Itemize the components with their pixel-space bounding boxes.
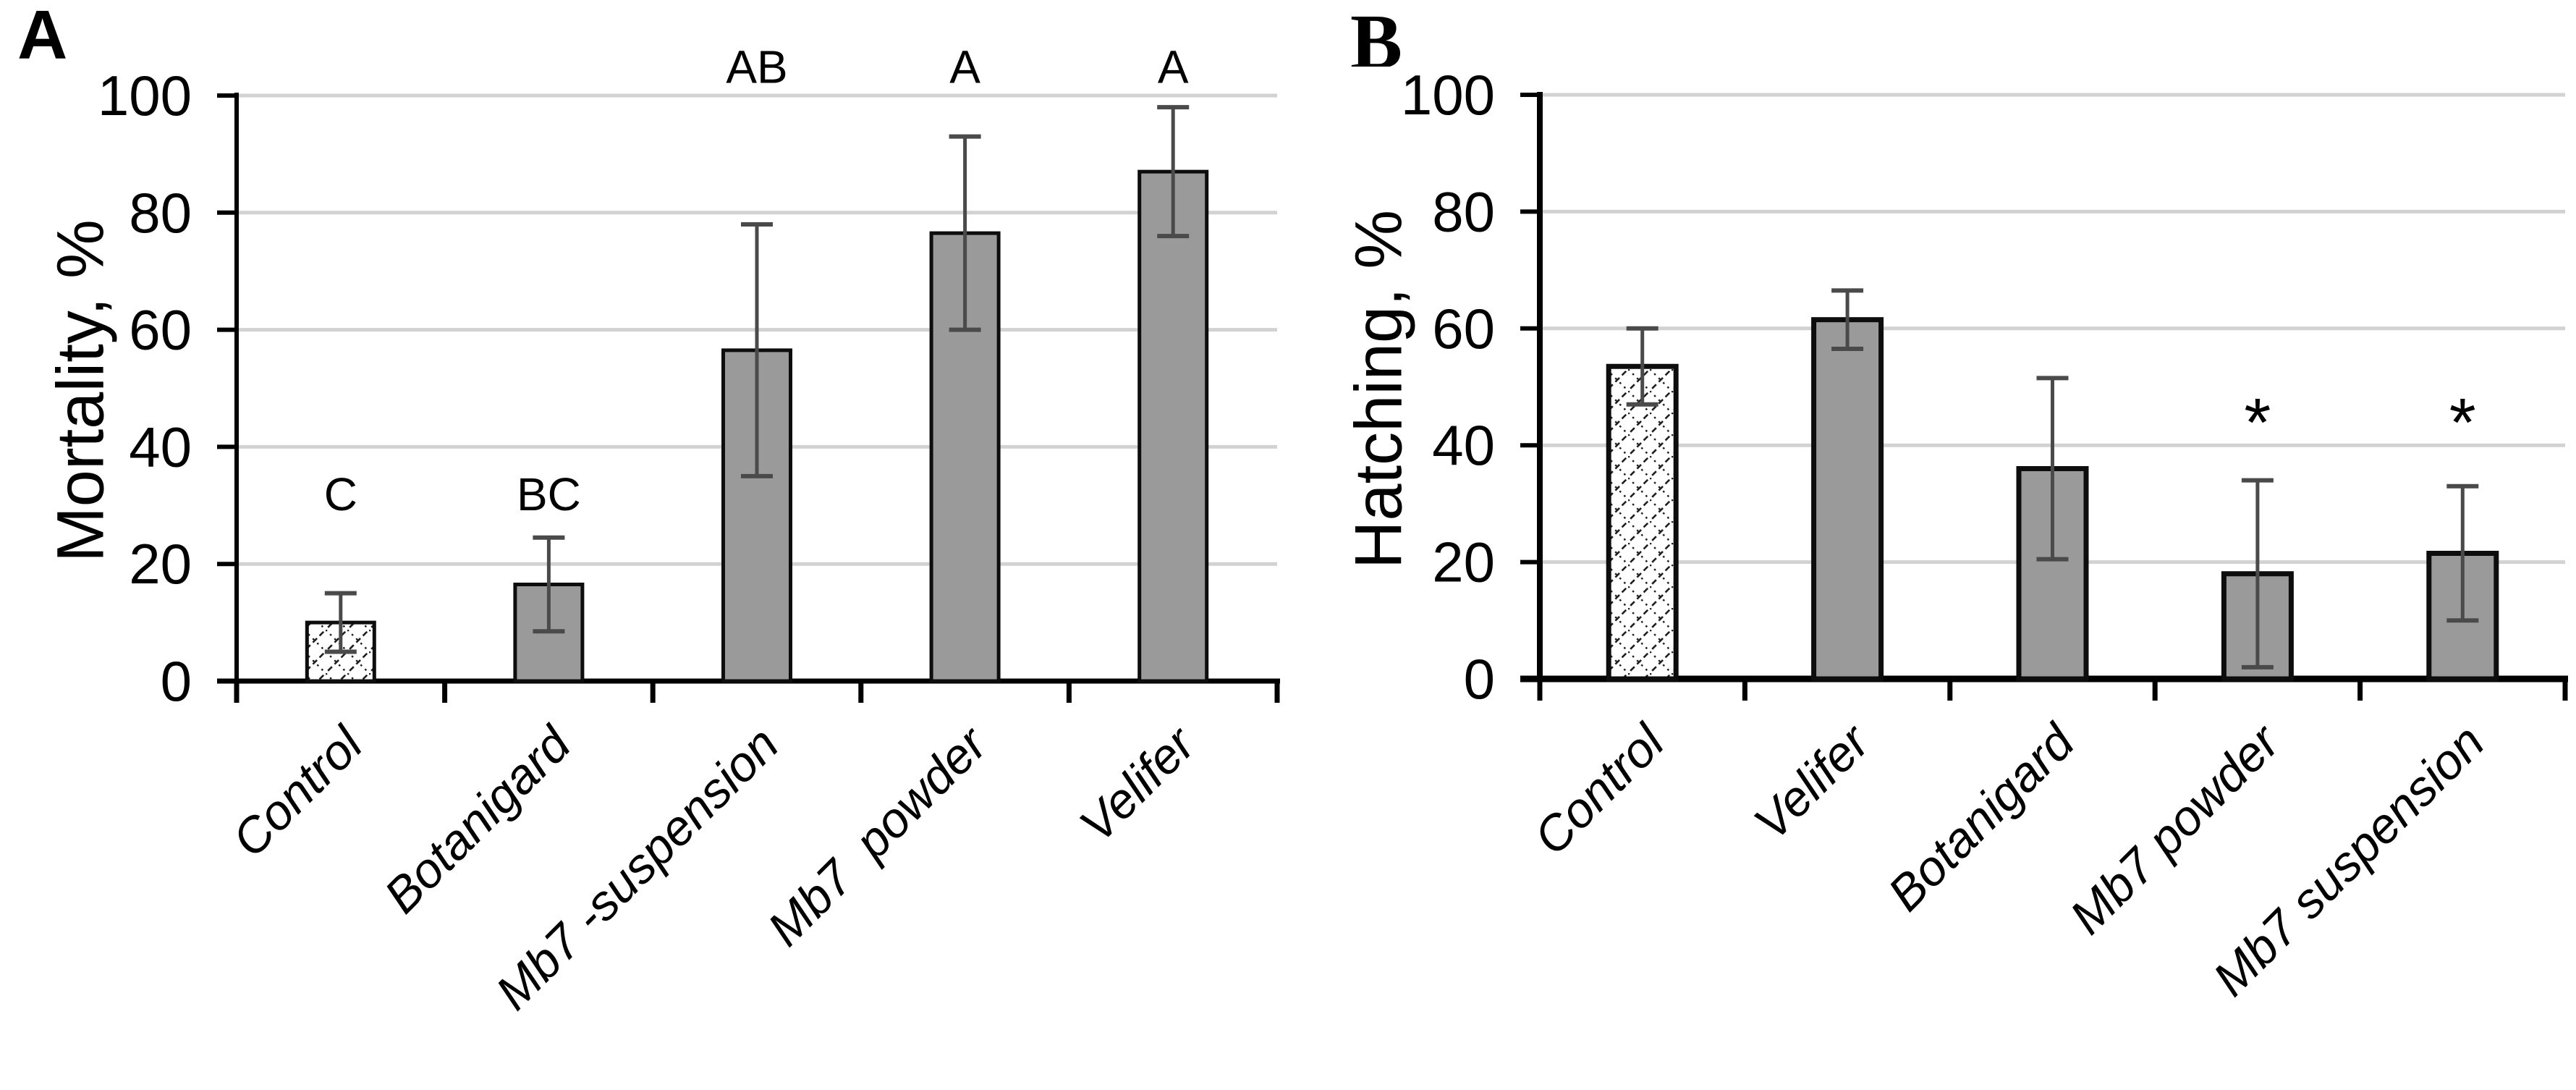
category-label-Control: Control — [1524, 714, 1676, 866]
category-label-Botanigard: Botanigard — [1878, 713, 2086, 921]
significance-letter: A — [949, 41, 980, 93]
panel-label-b: B — [1350, 10, 1437, 67]
y-axis-title-hatching: Hatching, % — [1342, 209, 1416, 570]
significance-letter: BC — [517, 468, 581, 520]
significance-asterisk: * — [2449, 384, 2476, 461]
bar-Control — [1606, 363, 1679, 682]
y-tick-label-40: 40 — [1432, 413, 1495, 477]
y-axis-title-mortality: Mortality, % — [43, 219, 118, 562]
y-tick-label-100: 100 — [1401, 63, 1495, 127]
y-tick-label-100: 100 — [98, 64, 192, 127]
y-tick-label-0: 0 — [161, 649, 192, 713]
category-label-Velifer: Velifer — [1743, 713, 1881, 850]
category-label-Mb7 powder: Mb7 powder — [758, 715, 999, 956]
bar-Velifer — [1811, 317, 1884, 682]
significance-asterisk: * — [2244, 384, 2271, 461]
significance-letter: C — [324, 468, 357, 520]
category-label-Velifer: Velifer — [1069, 715, 1207, 853]
y-tick-label-60: 60 — [1432, 297, 1495, 360]
category-label-Control: Control — [222, 716, 374, 868]
panel-label-b-glyph: B — [1350, 10, 1403, 67]
y-tick-label-0: 0 — [1464, 647, 1495, 711]
category-label-Botanigard: Botanigard — [374, 715, 582, 924]
y-tick-label-20: 20 — [129, 532, 192, 596]
panel-label-a: A — [17, 0, 68, 74]
bar-Velifer — [1137, 169, 1209, 683]
y-tick-label-60: 60 — [129, 298, 192, 362]
y-tick-label-80: 80 — [1432, 179, 1495, 243]
significance-letter: A — [1158, 41, 1189, 93]
y-tick-label-40: 40 — [129, 415, 192, 478]
y-tick-label-20: 20 — [1432, 531, 1495, 594]
y-tick-label-80: 80 — [129, 181, 192, 245]
category-label-Mb7 powder: Mb7 powder — [2059, 713, 2291, 945]
significance-letter: AB — [726, 41, 787, 93]
